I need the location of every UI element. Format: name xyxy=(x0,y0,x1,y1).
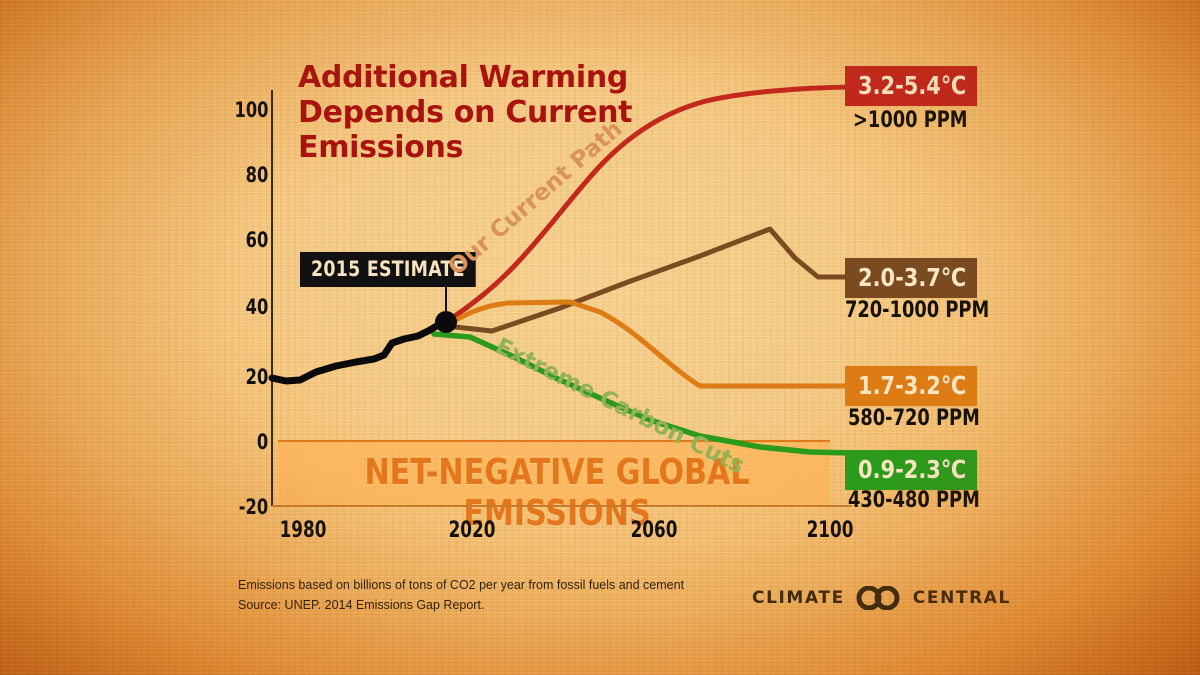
climate-central-logo: CLIMATE CENTRAL xyxy=(752,586,1011,610)
scenario-badge-strong-cuts: 1.7-3.2℃ xyxy=(845,366,978,406)
scenario-badge-moderate: 2.0-3.7℃ xyxy=(845,258,978,298)
estimate-point-marker xyxy=(435,311,457,333)
scenario-badge-extreme-cuts: 0.9-2.3℃ xyxy=(845,450,978,490)
logo-text-right: CENTRAL xyxy=(913,588,1011,608)
x-tick-2100: 2100 xyxy=(796,518,864,543)
scenario-ppm-moderate: 720-1000 PPM xyxy=(845,298,989,323)
x-tick-2020: 2020 xyxy=(438,518,506,543)
scenario-ppm-strong-cuts: 580-720 PPM xyxy=(848,406,980,431)
scenario-ppm-extreme-cuts: 430-480 PPM xyxy=(848,488,980,513)
page-title: Additional Warming Depends on Current Em… xyxy=(298,60,658,165)
x-tick-1980: 1980 xyxy=(269,518,337,543)
logo-text-left: CLIMATE xyxy=(752,588,845,608)
interlocking-rings-icon xyxy=(856,586,900,610)
series-580-720ppm xyxy=(443,299,855,389)
title-line-2: Depends on Current xyxy=(298,95,658,130)
series-current-path xyxy=(443,84,851,325)
title-line-1: Additional Warming xyxy=(298,60,658,95)
footer-line-1: Emissions based on billions of tons of C… xyxy=(238,575,684,595)
y-tick-20: 20 xyxy=(245,365,268,389)
footer-source: Emissions based on billions of tons of C… xyxy=(238,575,684,616)
x-tick-2060: 2060 xyxy=(620,518,688,543)
y-tick-40: 40 xyxy=(245,295,268,319)
series-720-1000ppm xyxy=(443,226,855,334)
y-tick-minus20: -20 xyxy=(239,495,268,519)
y-tick-60: 60 xyxy=(245,228,268,252)
y-tick-100: 100 xyxy=(234,98,268,122)
net-negative-band xyxy=(278,440,830,506)
footer-line-2: Source: UNEP. 2014 Emissions Gap Report. xyxy=(238,595,684,615)
net-negative-band-label: NET-NEGATIVE GLOBAL EMISSIONS xyxy=(311,452,804,534)
y-tick-0: 0 xyxy=(257,430,268,454)
series-extreme-carbon-cuts xyxy=(431,331,855,456)
y-tick-80: 80 xyxy=(245,163,268,187)
title-line-3: Emissions xyxy=(298,130,658,165)
series-historical xyxy=(268,320,444,385)
scenario-badge-current-path: 3.2-5.4℃ xyxy=(845,66,978,106)
estimate-callout-label: 2015 ESTIMATE xyxy=(300,252,476,287)
scenario-ppm-current-path: >1000 PPM xyxy=(853,108,968,133)
